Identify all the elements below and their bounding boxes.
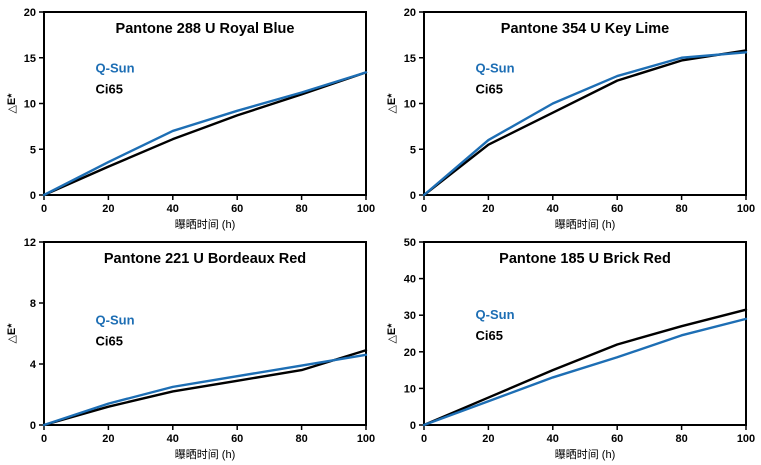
x-axis-label: 曝晒时间 (h) xyxy=(175,218,236,231)
series-line-q-sun xyxy=(422,317,748,427)
y-tick-label: 0 xyxy=(30,420,36,432)
series-line-ci65 xyxy=(422,308,748,427)
y-tick-label: 12 xyxy=(24,237,36,249)
x-tick-label: 0 xyxy=(421,433,427,445)
plot-border xyxy=(43,241,367,426)
chart-title: Pantone 185 U Brick Red xyxy=(499,251,671,267)
x-tick-label: 40 xyxy=(167,433,179,445)
x-tick-label: 0 xyxy=(41,433,47,445)
chart-title: Pantone 354 U Key Lime xyxy=(501,21,669,37)
x-tick-label: 40 xyxy=(167,203,179,215)
legend-label-q-sun: Q-Sun xyxy=(96,60,135,75)
y-tick-label: 5 xyxy=(410,144,416,156)
x-tick-label: 60 xyxy=(611,203,623,215)
y-tick-label: 10 xyxy=(24,99,36,111)
chart-pantone-354-key-lime: 0 20 40 60 80 100 0 5 10 15 20 Pantone 354 U Key Li… xyxy=(384,5,756,233)
x-axis-label: 曝晒时间 (h) xyxy=(555,218,616,231)
x-tick-label: 40 xyxy=(547,433,559,445)
series-line-ci65 xyxy=(42,349,368,427)
y-tick-label: 10 xyxy=(404,383,416,395)
legend-label-q-sun: Q-Sun xyxy=(476,60,515,75)
y-tick-label: 5 xyxy=(30,144,36,156)
x-tick-label: 0 xyxy=(41,203,47,215)
series-line-ci65 xyxy=(42,71,368,197)
y-axis-label: △E* xyxy=(386,323,398,344)
legend-label-ci65: Ci65 xyxy=(96,333,123,348)
y-tick-label: 10 xyxy=(404,99,416,111)
x-tick-label: 40 xyxy=(547,203,559,215)
y-axis-label: △E* xyxy=(386,93,398,114)
x-axis-label: 曝晒时间 (h) xyxy=(555,448,616,461)
y-tick-label: 15 xyxy=(404,53,416,65)
x-tick-label: 100 xyxy=(737,433,755,445)
line-chart-svg: 0 20 40 60 80 100 0 5 10 15 20 Pantone 288 U Royal … xyxy=(6,7,375,231)
line-chart-svg: 0 20 40 60 80 100 0 10 20 30 40 50 Pantone 185 U Bri… xyxy=(386,237,755,461)
y-tick-label: 50 xyxy=(404,237,416,249)
x-axis-label: 曝晒时间 (h) xyxy=(175,448,236,461)
y-tick-label: 20 xyxy=(404,7,416,19)
plot-border xyxy=(423,241,747,426)
chart-title: Pantone 221 U Bordeaux Red xyxy=(104,251,306,267)
legend-label-ci65: Ci65 xyxy=(476,81,503,96)
series-line-ci65 xyxy=(422,49,748,197)
chart-pantone-221-bordeaux-red: 0 20 40 60 80 100 0 4 8 12 Pantone 221 U Bordeaux … xyxy=(4,235,376,463)
series-line-q-sun xyxy=(422,51,748,197)
x-tick-label: 20 xyxy=(102,433,114,445)
x-tick-label: 60 xyxy=(611,433,623,445)
x-tick-label: 20 xyxy=(102,203,114,215)
y-tick-label: 20 xyxy=(24,7,36,19)
x-tick-label: 80 xyxy=(675,203,687,215)
y-axis-label: △E* xyxy=(6,93,18,114)
y-tick-label: 40 xyxy=(404,274,416,286)
x-tick-label: 20 xyxy=(482,203,494,215)
series-line-q-sun xyxy=(42,71,368,197)
y-tick-label: 0 xyxy=(30,190,36,202)
x-tick-label: 80 xyxy=(675,433,687,445)
y-axis-label: △E* xyxy=(6,323,18,344)
legend-label-q-sun: Q-Sun xyxy=(476,307,515,322)
y-tick-label: 20 xyxy=(404,347,416,359)
chart-pantone-185-brick-red: 0 20 40 60 80 100 0 10 20 30 40 50 Pantone 185 U Bri… xyxy=(384,235,756,463)
x-tick-label: 60 xyxy=(231,433,243,445)
x-tick-label: 100 xyxy=(357,433,375,445)
x-tick-label: 80 xyxy=(295,203,307,215)
legend-label-q-sun: Q-Sun xyxy=(96,312,135,327)
x-tick-label: 0 xyxy=(421,203,427,215)
legend-label-ci65: Ci65 xyxy=(476,328,503,343)
y-tick-label: 0 xyxy=(410,420,416,432)
x-tick-label: 20 xyxy=(482,433,494,445)
y-tick-label: 0 xyxy=(410,190,416,202)
plot-border xyxy=(43,11,367,196)
y-tick-label: 4 xyxy=(30,359,37,371)
y-tick-label: 8 xyxy=(30,298,36,310)
x-tick-label: 60 xyxy=(231,203,243,215)
line-chart-svg: 0 20 40 60 80 100 0 4 8 12 Pantone 221 U Bordeaux … xyxy=(6,237,375,461)
plot-border xyxy=(423,11,747,196)
legend-label-ci65: Ci65 xyxy=(96,81,123,96)
chart-pantone-288-royal-blue: 0 20 40 60 80 100 0 5 10 15 20 Pantone 288 U Royal … xyxy=(4,5,376,233)
x-tick-label: 80 xyxy=(295,433,307,445)
x-tick-label: 100 xyxy=(737,203,755,215)
y-tick-label: 15 xyxy=(24,53,36,65)
chart-title: Pantone 288 U Royal Blue xyxy=(116,21,295,37)
line-chart-svg: 0 20 40 60 80 100 0 5 10 15 20 Pantone 354 U Key Li… xyxy=(386,7,755,231)
x-tick-label: 100 xyxy=(357,203,375,215)
series-line-q-sun xyxy=(42,353,368,427)
y-tick-label: 30 xyxy=(404,310,416,322)
